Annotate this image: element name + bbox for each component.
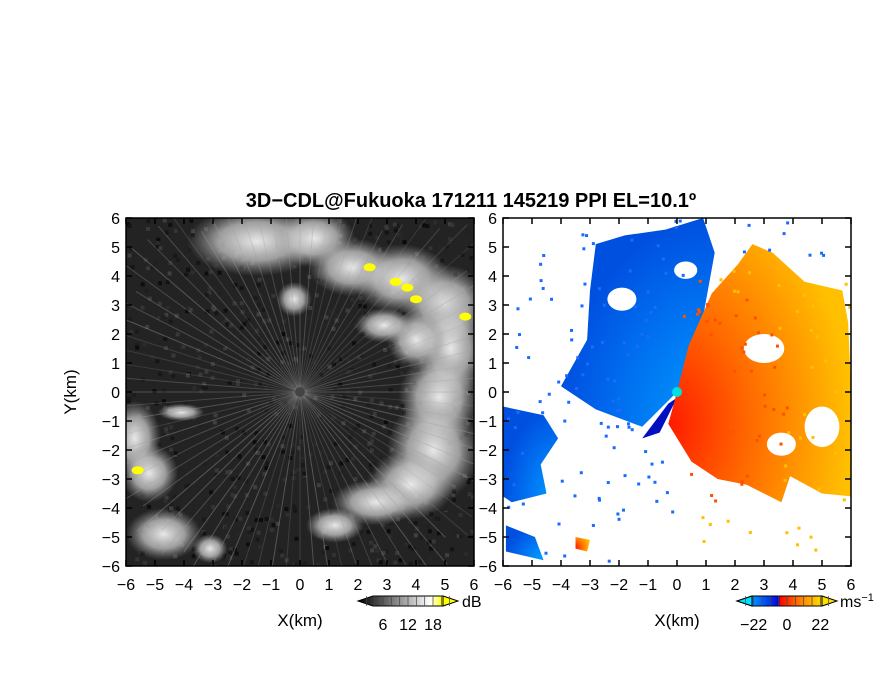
- velocity-y-tick-label: −1: [479, 414, 497, 431]
- velocity-x-tick-label: 3: [760, 577, 769, 594]
- velocity-y-tick-label: 5: [488, 240, 497, 257]
- velocity-x-tick-label: 1: [702, 577, 711, 594]
- reflectivity-x-tick-label: 0: [296, 577, 305, 594]
- velocity-x-tick-labels: −6 −5 −4 −3 −2 −1 0 1 2 3 4 5 6: [494, 577, 856, 594]
- colorbar-tick-label: 22: [811, 617, 829, 634]
- reflectivity-x-tick-label: −1: [262, 577, 280, 594]
- reflectivity-y-tick-label: 0: [111, 385, 120, 402]
- reflectivity-y-tick-label: 4: [111, 269, 120, 286]
- velocity-y-tick-label: −6: [479, 559, 497, 576]
- reflectivity-x-tick-label: 1: [325, 577, 334, 594]
- velocity-y-tick-label: −3: [479, 472, 497, 489]
- velocity-x-tick-label: −4: [552, 577, 570, 594]
- reflectivity-x-tick-label: 3: [383, 577, 392, 594]
- db-colorbar: dB 6 12 18: [356, 594, 482, 634]
- reflectivity-y-tick-label: −5: [102, 530, 120, 547]
- velocity-ticks: [502, 217, 852, 567]
- velocity-x-tick-label: 5: [818, 577, 827, 594]
- colorbar-tick-label: −22: [740, 617, 767, 634]
- reflectivity-x-tick-label: −5: [146, 577, 164, 594]
- reflectivity-y-tick-label: 3: [111, 298, 120, 315]
- velocity-y-tick-label: 2: [488, 327, 497, 344]
- velocity-unit: ms−1: [840, 592, 874, 611]
- reflectivity-x-tick-label: 5: [441, 577, 450, 594]
- reflectivity-y-tick-label: −4: [102, 501, 120, 518]
- high-echo-spot: [389, 277, 402, 286]
- high-echo-spot: [363, 263, 376, 272]
- db-unit: dB: [462, 594, 482, 611]
- chart-title: 3D−CDL@Fukuoka 171211 145219 PPI EL=10.1…: [246, 190, 696, 212]
- high-echo-spot: [131, 466, 144, 475]
- velocity-y-tick-label: −5: [479, 530, 497, 547]
- velocity-plot-area: [503, 218, 851, 566]
- reflectivity-x-tick-labels: −6 −5 −4 −3 −2 −1 0 1 2 3 4 5 6: [117, 577, 479, 594]
- reflectivity-y-tick-label: −2: [102, 443, 120, 460]
- velocity-x-tick-label: 0: [673, 577, 682, 594]
- echo-regions: [126, 218, 474, 564]
- y-axis-label: Y(km): [61, 369, 80, 414]
- reflectivity-x-tick-label: 6: [470, 577, 479, 594]
- velocity-x-tick-label: −3: [581, 577, 599, 594]
- velocity-y-tick-label: −4: [479, 501, 497, 518]
- colorbar-tick-label: 12: [399, 617, 417, 634]
- velocity-x-tick-label: −5: [523, 577, 541, 594]
- reflectivity-y-tick-label: −1: [102, 414, 120, 431]
- reflectivity-x-tick-label: −2: [233, 577, 251, 594]
- velocity-y-tick-label: 6: [488, 211, 497, 228]
- velocity-x-tick-label: −1: [639, 577, 657, 594]
- reflectivity-y-tick-label: −6: [102, 559, 120, 576]
- velocity-x-tick-label: 6: [847, 577, 856, 594]
- reflectivity-x-tick-label: 4: [412, 577, 421, 594]
- colorbar-tick-label: 0: [783, 617, 792, 634]
- reflectivity-y-tick-label: 1: [111, 356, 120, 373]
- radar-site-marker-velocity: [672, 387, 682, 397]
- colorbar-tick-label: 6: [379, 617, 388, 634]
- velocity-y-tick-label: 4: [488, 269, 497, 286]
- reflectivity-plot-area: [126, 218, 474, 566]
- reflectivity-x-tick-label: −3: [204, 577, 222, 594]
- high-echo-spot: [459, 312, 472, 321]
- velocity-y-tick-label: 0: [488, 385, 497, 402]
- x-axis-label: X(km): [277, 611, 322, 630]
- reflectivity-panel: −6 −5 −4 −3 −2 −1 0 1 2 3 4 5 6 −6−5−4−3−2−10123456 …: [61, 211, 482, 634]
- velocity-x-tick-label: −2: [610, 577, 628, 594]
- velocity-colorbar: ms−1 −22 0 22: [735, 592, 874, 634]
- velocity-colorbar-labels: −22 0 22: [740, 617, 829, 634]
- approaching-velocity-region: [575, 244, 851, 552]
- reflectivity-x-tick-label: −4: [175, 577, 193, 594]
- high-echo-spots: [131, 263, 472, 475]
- velocity-x-tick-label: −6: [494, 577, 512, 594]
- velocity-x-tick-label: 4: [789, 577, 798, 594]
- velocity-y-tick-label: 1: [488, 356, 497, 373]
- radar-site-marker: [295, 387, 305, 397]
- colorbar-tick-label: 18: [424, 617, 442, 634]
- reflectivity-y-tick-label: 5: [111, 240, 120, 257]
- reflectivity-y-tick-label: 2: [111, 327, 120, 344]
- reflectivity-x-tick-label: 2: [354, 577, 363, 594]
- velocity-panel: −6 −5 −4 −3 −2 −1 0 1 2 3 4 5 6 −6−5−4−3−2−10123456 …: [479, 211, 874, 634]
- reflectivity-x-tick-label: −6: [117, 577, 135, 594]
- velocity-y-tick-label: −2: [479, 443, 497, 460]
- high-echo-spot: [401, 283, 414, 292]
- radial-beams: [126, 218, 474, 566]
- velocity-speckle: [506, 219, 851, 563]
- reflectivity-y-tick-label: 6: [111, 211, 120, 228]
- reflectivity-y-tick-label: −3: [102, 472, 120, 489]
- db-colorbar-labels: 6 12 18: [379, 617, 442, 634]
- reflectivity-y-tick-labels: −6 −5 −4 −3 −2 −1 0 1 2 3 4 5 6: [102, 211, 120, 576]
- reflectivity-ticks: [125, 217, 475, 567]
- velocity-x-tick-label: 2: [731, 577, 740, 594]
- velocity-y-tick-labels: −6 −5 −4 −3 −2 −1 0 1 2 3 4 5 6: [479, 211, 497, 576]
- high-echo-spot: [410, 295, 422, 304]
- x-axis-label-velocity: X(km): [654, 611, 699, 630]
- velocity-y-tick-label: 3: [488, 298, 497, 315]
